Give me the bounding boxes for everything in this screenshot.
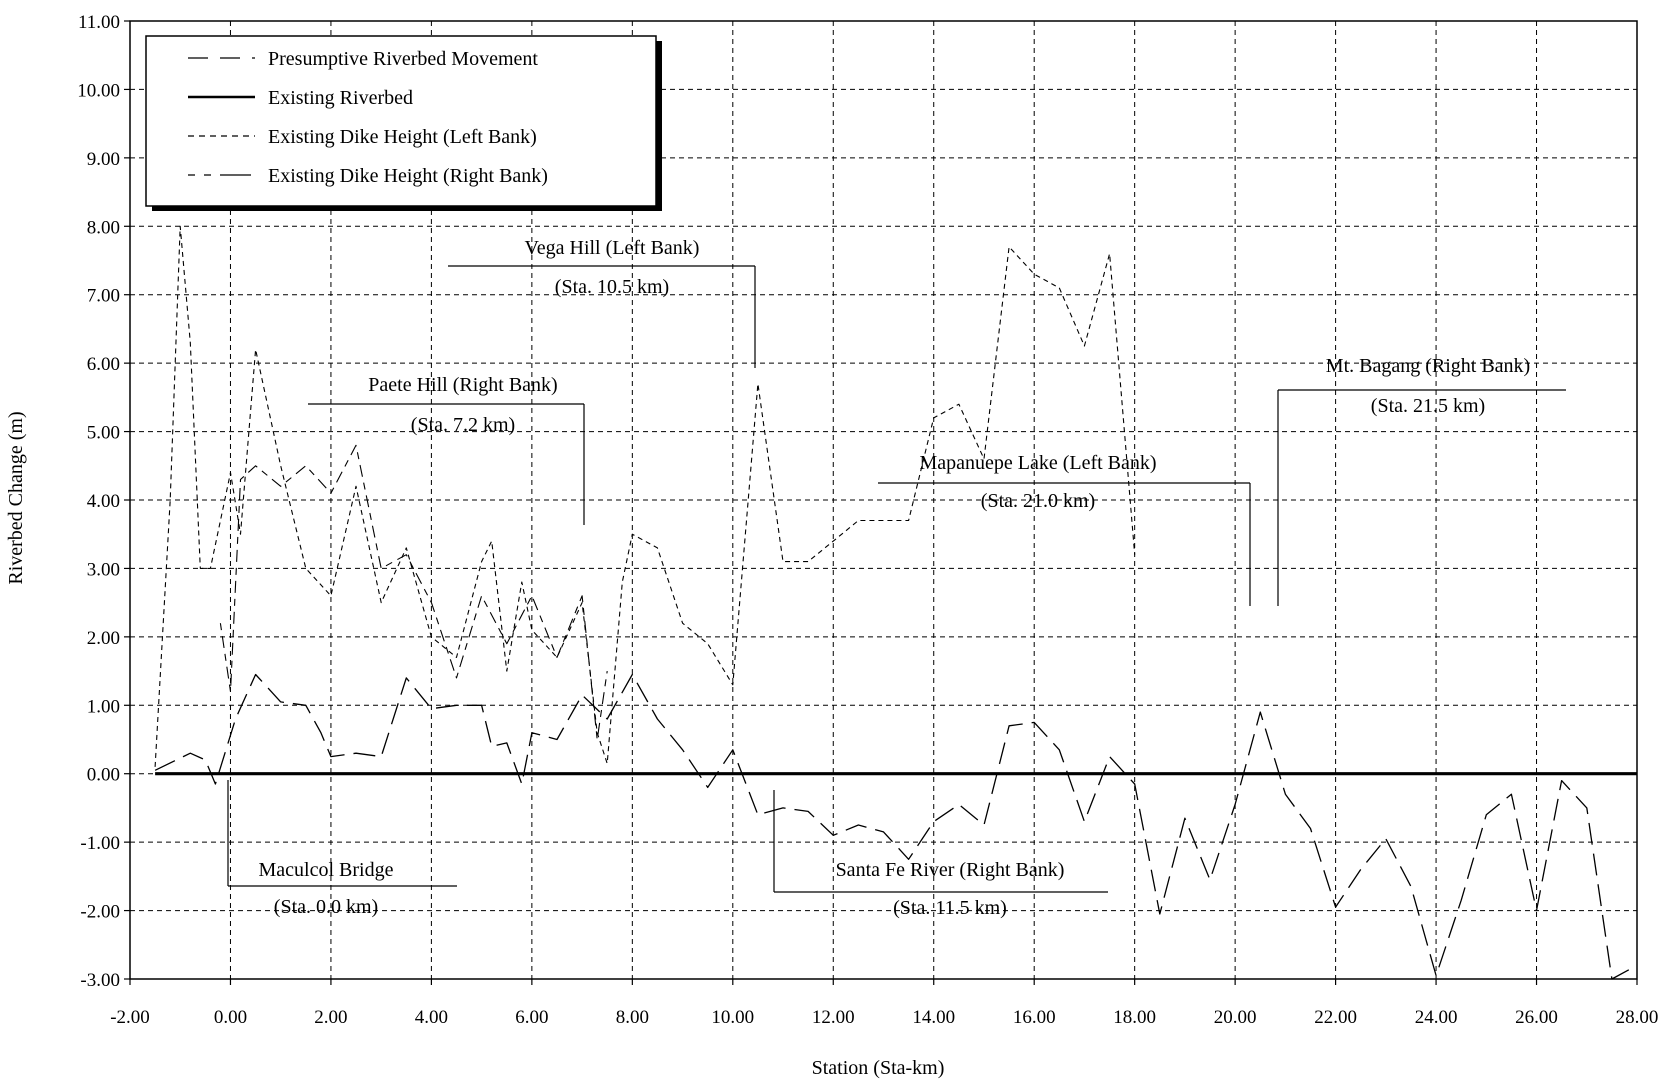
legend-label: Presumptive Riverbed Movement xyxy=(268,48,538,70)
legend: Presumptive Riverbed Movement Existing Ri… xyxy=(145,35,662,211)
y-tick-label: 8.00 xyxy=(87,217,120,238)
callout-label: Mapanuepe Lake (Left Bank) xyxy=(919,452,1156,474)
callout-label: Maculcol Bridge xyxy=(259,859,394,881)
y-tick-label: 4.00 xyxy=(87,491,120,512)
x-tick-label: 0.00 xyxy=(214,1007,247,1028)
y-axis-title: Riverbed Change (m) xyxy=(5,411,27,584)
y-tick-label: 9.00 xyxy=(87,149,120,170)
legend-label: Existing Riverbed xyxy=(268,87,413,109)
x-tick-label: 10.00 xyxy=(711,1007,754,1028)
y-tick-label: -3.00 xyxy=(80,970,120,991)
y-tick-label: 7.00 xyxy=(87,286,120,307)
y-tick-label: -1.00 xyxy=(80,833,120,854)
annotation-callout: Maculcol Bridge (Sta. 0.0 km) xyxy=(227,780,457,918)
y-tick-label: 11.00 xyxy=(78,12,120,33)
x-tick-label: 14.00 xyxy=(912,1007,955,1028)
x-tick-label: 4.00 xyxy=(415,1007,448,1028)
x-axis-title: Station (Sta-km) xyxy=(812,1057,945,1079)
series-line-presumptive-riverbed-movement xyxy=(154,673,1638,980)
x-tick-label: 2.00 xyxy=(314,1007,347,1028)
x-tick-label: 16.00 xyxy=(1013,1007,1056,1028)
series-line-existing-dike-height-left-bank xyxy=(154,225,1136,767)
series-layer xyxy=(154,225,1638,980)
legend-label: Existing Dike Height (Left Bank) xyxy=(268,126,537,148)
y-axis-ticks: -3.00 -2.00 -1.00 0.00 1.00 2.00 3.00 4.00 5.00 6… xyxy=(77,12,130,991)
legend-box xyxy=(145,35,657,207)
callout-station: (Sta. 7.2 km) xyxy=(411,414,515,436)
callout-station: (Sta. 21.0 km) xyxy=(981,490,1095,512)
x-tick-label: 18.00 xyxy=(1113,1007,1156,1028)
x-tick-label: 8.00 xyxy=(616,1007,649,1028)
callout-label: Mt. Bagang (Right Bank) xyxy=(1326,355,1530,377)
annotation-callout: Santa Fe River (Right Bank) (Sta. 11.5 km… xyxy=(773,790,1108,919)
x-tick-label: -2.00 xyxy=(110,1007,150,1028)
y-tick-label: 1.00 xyxy=(87,696,120,717)
callout-label: Paete Hill (Right Bank) xyxy=(368,374,557,396)
x-axis-ticks: -2.00 0.00 2.00 4.00 6.00 8.00 10.00 12.00 14.00… xyxy=(110,979,1658,1028)
y-tick-label: 0.00 xyxy=(87,765,120,786)
annotation-callout: Mapanuepe Lake (Left Bank) (Sta. 21.0 km) xyxy=(878,452,1251,606)
y-tick-label: 3.00 xyxy=(87,559,120,580)
annotation-callout: Paete Hill (Right Bank) (Sta. 7.2 km) xyxy=(308,374,585,525)
annotation-callout: Mt. Bagang (Right Bank) (Sta. 21.5 km) xyxy=(1277,355,1566,606)
x-tick-label: 26.00 xyxy=(1515,1007,1558,1028)
x-tick-label: 22.00 xyxy=(1314,1007,1357,1028)
y-tick-label: 6.00 xyxy=(87,354,120,375)
annotation-layer: Vega Hill (Left Bank) (Sta. 10.5 km) Paete… xyxy=(227,237,1566,919)
y-tick-label: 2.00 xyxy=(87,628,120,649)
y-tick-label: 5.00 xyxy=(87,423,120,444)
callout-station: (Sta. 10.5 km) xyxy=(555,276,669,298)
callout-station: (Sta. 21.5 km) xyxy=(1371,395,1485,417)
x-tick-label: 20.00 xyxy=(1214,1007,1257,1028)
x-tick-label: 24.00 xyxy=(1415,1007,1458,1028)
x-tick-label: 6.00 xyxy=(515,1007,548,1028)
annotation-callout: Vega Hill (Left Bank) (Sta. 10.5 km) xyxy=(448,237,756,368)
callout-label: Vega Hill (Left Bank) xyxy=(525,237,700,259)
callout-label: Santa Fe River (Right Bank) xyxy=(836,859,1065,881)
x-tick-label: 12.00 xyxy=(812,1007,855,1028)
callout-station: (Sta. 11.5 km) xyxy=(893,897,1007,919)
legend-label: Existing Dike Height (Right Bank) xyxy=(268,165,548,187)
y-tick-label: 10.00 xyxy=(77,80,120,101)
y-tick-label: -2.00 xyxy=(80,902,120,923)
x-tick-label: 28.00 xyxy=(1616,1007,1659,1028)
callout-station: (Sta. 0.0 km) xyxy=(274,896,378,918)
series-line-existing-dike-height-right-bank xyxy=(219,444,608,741)
